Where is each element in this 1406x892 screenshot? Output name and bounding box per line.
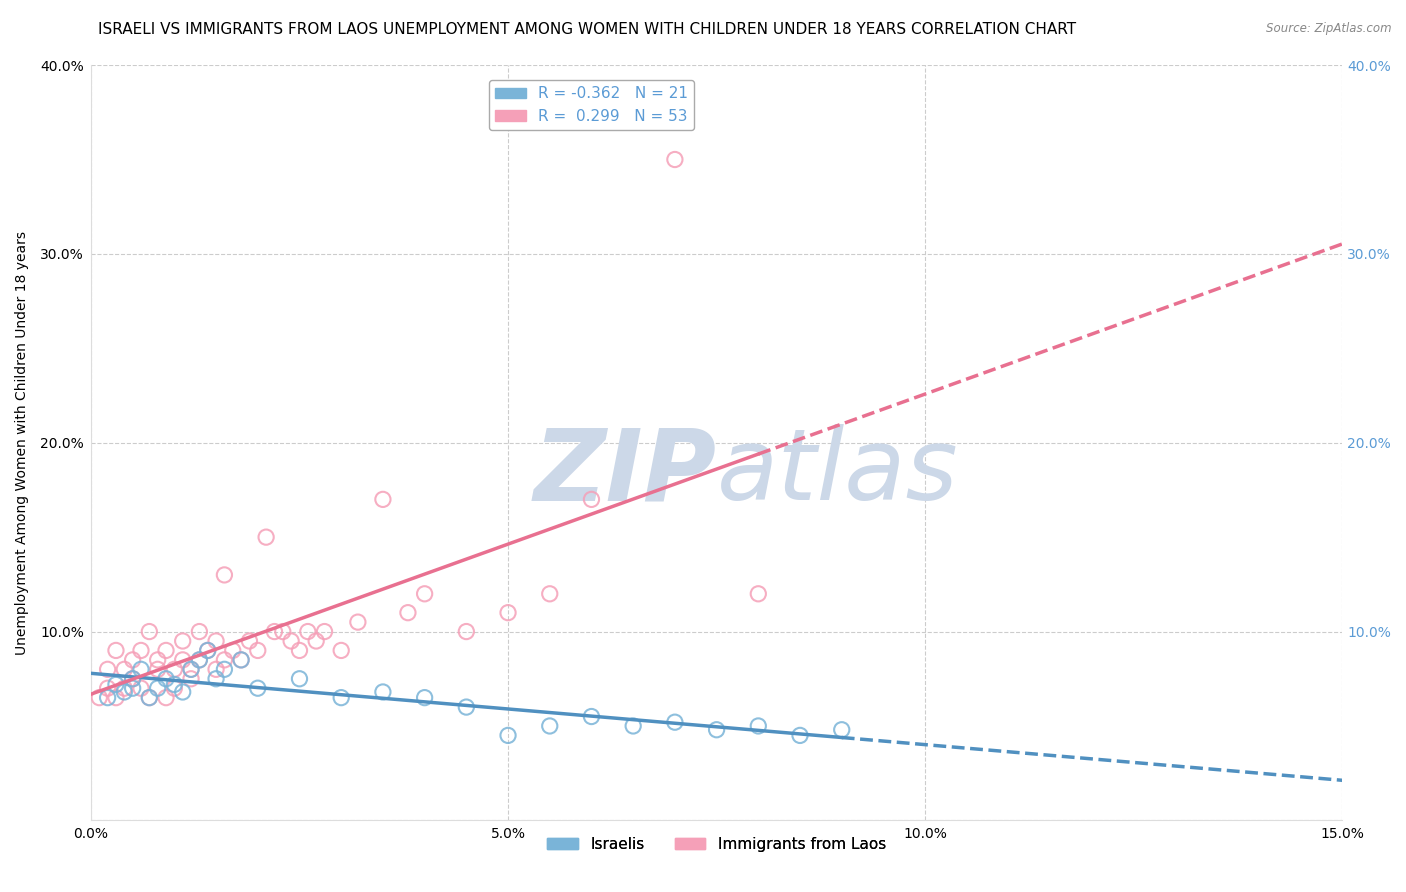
Point — [197, 643, 219, 657]
Point — [496, 606, 519, 620]
Point — [89, 690, 111, 705]
Point — [146, 653, 169, 667]
Point — [263, 624, 285, 639]
Point — [104, 643, 127, 657]
Point — [413, 587, 436, 601]
Text: Source: ZipAtlas.com: Source: ZipAtlas.com — [1267, 22, 1392, 36]
Point — [288, 672, 311, 686]
Point — [214, 568, 236, 582]
Point — [280, 634, 302, 648]
Point — [305, 634, 328, 648]
Point — [112, 662, 135, 676]
Point — [456, 624, 478, 639]
Point — [163, 681, 186, 696]
Point — [205, 672, 228, 686]
Point — [155, 672, 177, 686]
Point — [172, 653, 194, 667]
Point — [229, 653, 252, 667]
Point — [197, 643, 219, 657]
Point — [456, 700, 478, 714]
Point — [581, 492, 603, 507]
Point — [214, 662, 236, 676]
Point — [496, 728, 519, 742]
Legend: Israelis, Immigrants from Laos: Israelis, Immigrants from Laos — [541, 830, 891, 858]
Point — [180, 662, 202, 676]
Point — [706, 723, 728, 737]
Point — [155, 643, 177, 657]
Point — [129, 662, 152, 676]
Text: ISRAELI VS IMMIGRANTS FROM LAOS UNEMPLOYMENT AMONG WOMEN WITH CHILDREN UNDER 18 : ISRAELI VS IMMIGRANTS FROM LAOS UNEMPLOY… — [98, 22, 1077, 37]
Point — [347, 615, 370, 629]
Point — [138, 624, 160, 639]
Point — [747, 719, 769, 733]
Point — [246, 643, 269, 657]
Point — [664, 715, 686, 730]
Point — [222, 643, 245, 657]
Point — [180, 662, 202, 676]
Point — [172, 634, 194, 648]
Text: ZIP: ZIP — [534, 425, 717, 522]
Point — [112, 685, 135, 699]
Y-axis label: Unemployment Among Women with Children Under 18 years: Unemployment Among Women with Children U… — [15, 231, 30, 655]
Point — [188, 624, 211, 639]
Point — [97, 681, 120, 696]
Point — [664, 153, 686, 167]
Point — [229, 653, 252, 667]
Point — [129, 681, 152, 696]
Point — [371, 492, 394, 507]
Point — [172, 685, 194, 699]
Point — [188, 653, 211, 667]
Point — [330, 643, 353, 657]
Point — [413, 690, 436, 705]
Point — [288, 643, 311, 657]
Point — [155, 690, 177, 705]
Point — [621, 719, 644, 733]
Point — [271, 624, 294, 639]
Point — [254, 530, 277, 544]
Point — [163, 677, 186, 691]
Point — [396, 606, 419, 620]
Point — [121, 681, 143, 696]
Point — [314, 624, 336, 639]
Point — [146, 681, 169, 696]
Point — [246, 681, 269, 696]
Point — [146, 662, 169, 676]
Point — [112, 681, 135, 696]
Point — [205, 634, 228, 648]
Point — [104, 677, 127, 691]
Point — [104, 690, 127, 705]
Point — [330, 690, 353, 705]
Text: atlas: atlas — [717, 425, 959, 522]
Point — [747, 587, 769, 601]
Point — [831, 723, 853, 737]
Point — [214, 653, 236, 667]
Point — [138, 690, 160, 705]
Point — [581, 709, 603, 723]
Point — [163, 662, 186, 676]
Point — [538, 719, 561, 733]
Point — [789, 728, 811, 742]
Point — [121, 653, 143, 667]
Point — [121, 672, 143, 686]
Point — [188, 653, 211, 667]
Point — [297, 624, 319, 639]
Point — [538, 587, 561, 601]
Point — [371, 685, 394, 699]
Point — [97, 690, 120, 705]
Point — [205, 662, 228, 676]
Point — [180, 672, 202, 686]
Point — [238, 634, 260, 648]
Point — [97, 662, 120, 676]
Point — [138, 690, 160, 705]
Point — [121, 672, 143, 686]
Point — [129, 643, 152, 657]
